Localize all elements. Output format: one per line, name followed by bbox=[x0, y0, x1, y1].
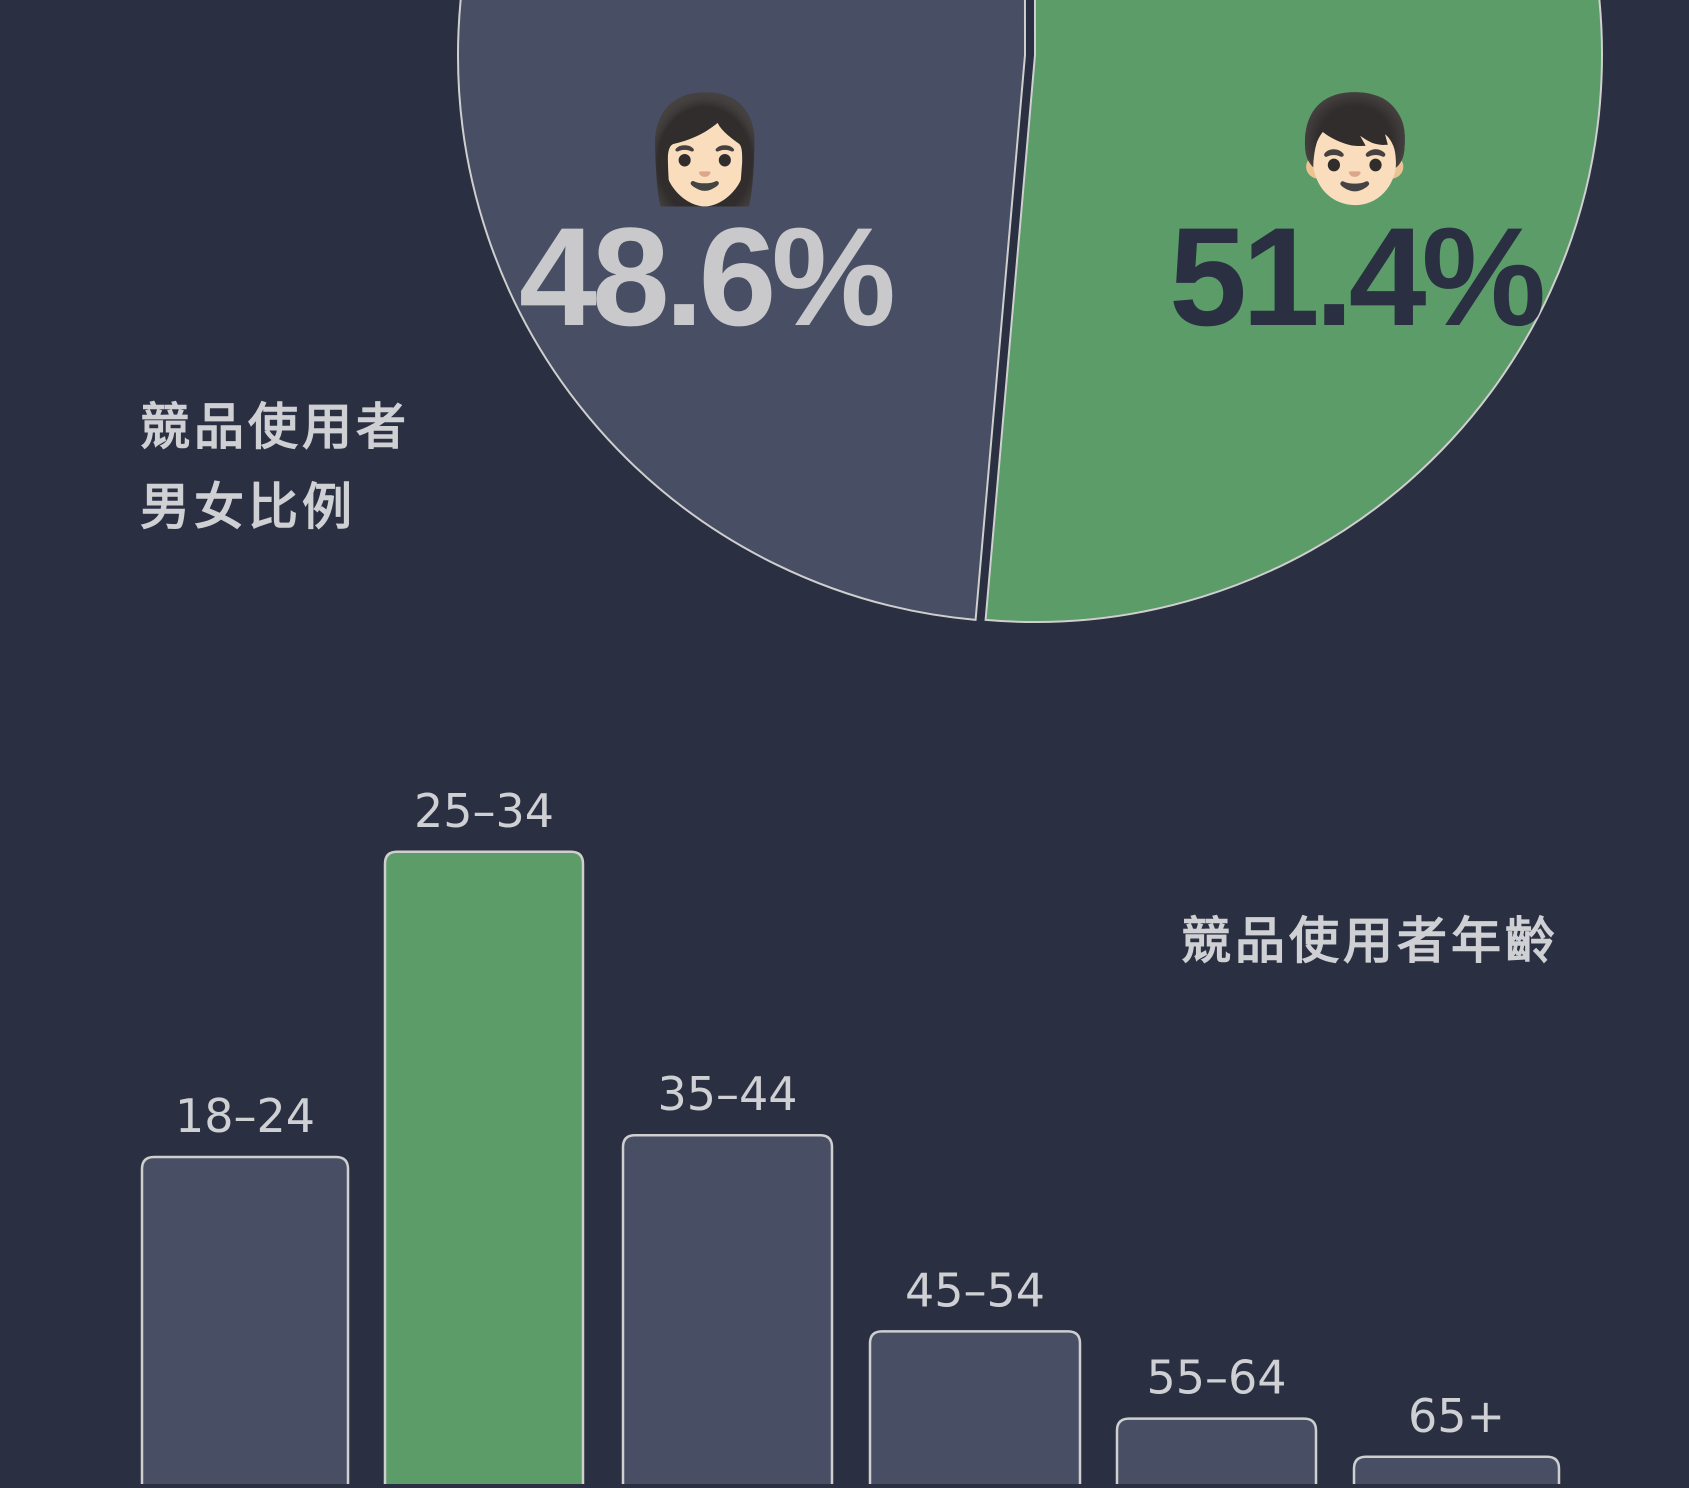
pie-slice-male bbox=[984, 0, 1603, 623]
bar-category-label: 18–24 bbox=[175, 1089, 315, 1143]
pie-chart: 👩🏻48.6% 👦🏻51.4% bbox=[457, 0, 1603, 623]
bar-category-label: 25–34 bbox=[414, 784, 554, 838]
age-chart-title: 競品使用者年齡 bbox=[1181, 912, 1559, 970]
bar-chart: 18–24 25–34 35–44 45–54 55–64 65+ bbox=[140, 784, 1561, 1488]
bar-65- bbox=[1352, 1455, 1561, 1488]
gender-ratio-title: 競品使用者 男女比例 bbox=[140, 398, 410, 536]
bar-category-label: 35–44 bbox=[657, 1067, 797, 1121]
woman-emoji-icon: 👩🏻 bbox=[640, 88, 770, 210]
bar-18-24 bbox=[140, 1155, 350, 1488]
bar-category-label: 55–64 bbox=[1146, 1351, 1286, 1405]
bar-category-label: 45–54 bbox=[905, 1263, 1045, 1317]
boy-emoji-icon: 👦🏻 bbox=[1290, 88, 1420, 210]
bar-25-34 bbox=[383, 850, 585, 1488]
bar-category-label: 65+ bbox=[1408, 1389, 1505, 1443]
pie-slice-female bbox=[457, 0, 1027, 621]
pie-slice-label: 51.4% bbox=[1169, 198, 1542, 355]
bar-55-64 bbox=[1115, 1417, 1318, 1488]
bar-35-44 bbox=[621, 1133, 834, 1488]
pie-slice-label: 48.6% bbox=[519, 198, 892, 355]
bar-45-54 bbox=[868, 1330, 1082, 1488]
